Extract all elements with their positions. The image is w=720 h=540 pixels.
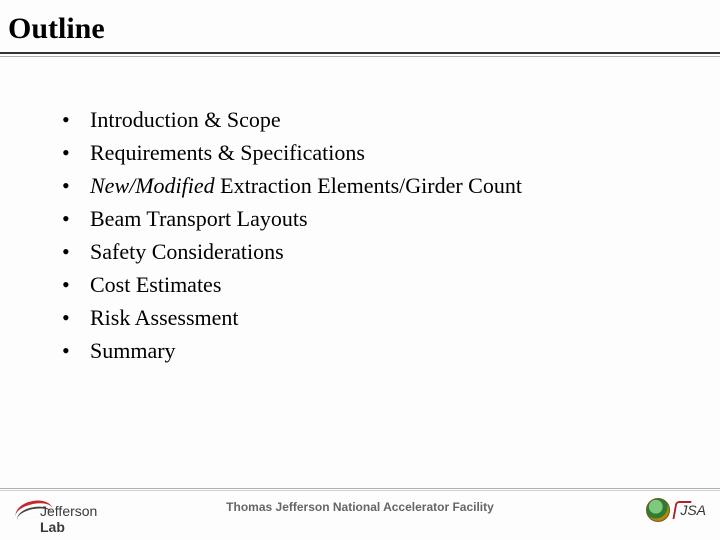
logo-text-bold: Lab [40, 519, 65, 535]
right-logos: JSA [646, 498, 706, 522]
bullet-text: Extraction Elements/Girder Count [215, 173, 522, 198]
bullet-text: Summary [90, 338, 176, 363]
bullet-item: Cost Estimates [62, 268, 720, 301]
bullet-item: Summary [62, 334, 720, 367]
bullet-item: Risk Assessment [62, 301, 720, 334]
bullet-item: Introduction & Scope [62, 103, 720, 136]
bullet-list: Introduction & Scope Requirements & Spec… [62, 103, 720, 367]
bullet-item: Requirements & Specifications [62, 136, 720, 169]
slide: Outline Introduction & Scope Requirement… [0, 0, 720, 540]
bullet-item: New/Modified Extraction Elements/Girder … [62, 169, 720, 202]
facility-name: Thomas Jefferson National Accelerator Fa… [0, 500, 720, 514]
slide-title: Outline [0, 0, 720, 52]
jsa-logo: JSA [676, 502, 706, 518]
title-divider-dark [0, 52, 720, 54]
bullet-text-italic: New/Modified [90, 173, 215, 198]
footer: Jefferson Lab Thomas Jefferson National … [0, 488, 720, 540]
footer-divider-light [0, 490, 720, 491]
bullet-text: Risk Assessment [90, 305, 239, 330]
doe-seal-icon [646, 498, 670, 522]
content-area: Introduction & Scope Requirements & Spec… [0, 57, 720, 367]
bullet-text: Requirements & Specifications [90, 140, 365, 165]
bullet-text: Safety Considerations [90, 239, 284, 264]
bullet-item: Safety Considerations [62, 235, 720, 268]
bullet-text: Cost Estimates [90, 272, 221, 297]
footer-divider [0, 488, 720, 489]
bullet-text: Beam Transport Layouts [90, 206, 308, 231]
bullet-text: Introduction & Scope [90, 107, 281, 132]
bullet-item: Beam Transport Layouts [62, 202, 720, 235]
